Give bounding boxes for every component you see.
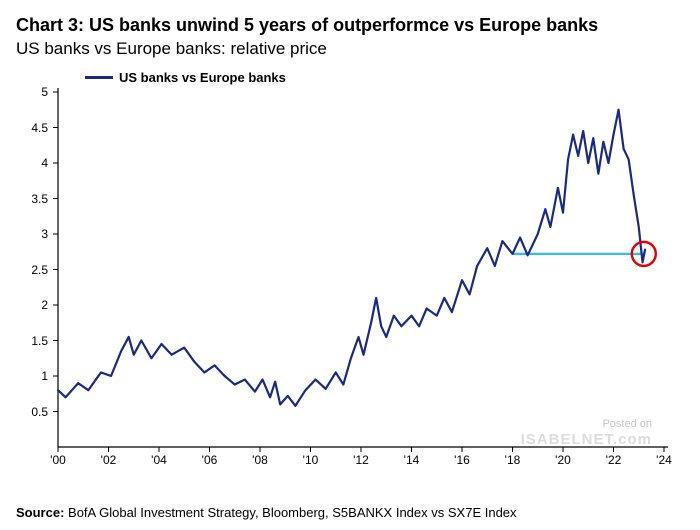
y-tick-label: 0.5 (31, 405, 48, 419)
source-text: BofA Global Investment Strategy, Bloombe… (68, 505, 517, 520)
x-tick-label: '02 (101, 453, 117, 467)
y-tick-label: 2.5 (31, 263, 48, 277)
x-tick-label: '18 (505, 453, 521, 467)
source-line: Source: BofA Global Investment Strategy,… (16, 505, 517, 520)
y-tick-label: 1 (41, 369, 48, 383)
x-tick-label: '22 (606, 453, 622, 467)
x-tick-label: '16 (454, 453, 470, 467)
chart-subtitle: US banks vs Europe banks: relative price (16, 39, 684, 59)
x-tick-label: '04 (151, 453, 167, 467)
legend-swatch (85, 76, 113, 79)
y-tick-label: 4 (41, 156, 48, 170)
x-tick-label: '08 (252, 453, 268, 467)
y-tick-label: 4.5 (31, 121, 48, 135)
x-tick-label: '00 (50, 453, 66, 467)
x-tick-label: '20 (555, 453, 571, 467)
y-tick-label: 3.5 (31, 192, 48, 206)
chart-container: Chart 3: US banks unwind 5 years of outp… (0, 0, 700, 530)
y-tick-label: 3 (41, 227, 48, 241)
y-tick-label: 1.5 (31, 334, 48, 348)
x-tick-label: '24 (656, 453, 672, 467)
source-label: Source: (16, 505, 64, 520)
y-axis-labels: 0.5 1 1.5 2 2.5 3 3.5 4 4.5 5 (24, 80, 48, 475)
chart-title: Chart 3: US banks unwind 5 years of outp… (16, 14, 684, 37)
x-tick-label: '06 (202, 453, 218, 467)
chart-area: 0.5 1 1.5 2 2.5 3 3.5 4 4.5 5 '00 '02 '04 '06 '08 '10 '… (28, 80, 678, 475)
x-tick-label: '12 (353, 453, 369, 467)
y-tick-label: 2 (41, 298, 48, 312)
y-tick-label: 5 (41, 85, 48, 99)
x-tick-label: '10 (303, 453, 319, 467)
x-tick-label: '14 (404, 453, 420, 467)
line-chart (28, 80, 678, 475)
